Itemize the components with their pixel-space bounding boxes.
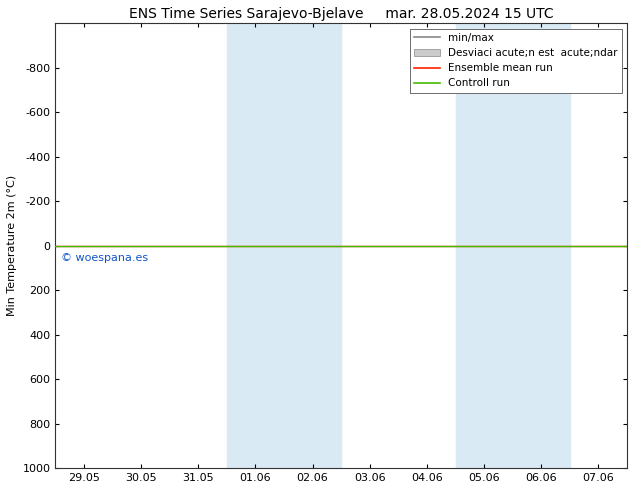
Title: ENS Time Series Sarajevo-Bjelave     mar. 28.05.2024 15 UTC: ENS Time Series Sarajevo-Bjelave mar. 28… (129, 7, 553, 21)
Bar (227, 24, 341, 468)
Bar (456, 24, 570, 468)
Legend: min/max, Desviaci acute;n est  acute;ndar, Ensemble mean run, Controll run: min/max, Desviaci acute;n est acute;ndar… (410, 29, 622, 93)
Text: © woespana.es: © woespana.es (61, 252, 148, 263)
Y-axis label: Min Temperature 2m (°C): Min Temperature 2m (°C) (7, 175, 17, 317)
